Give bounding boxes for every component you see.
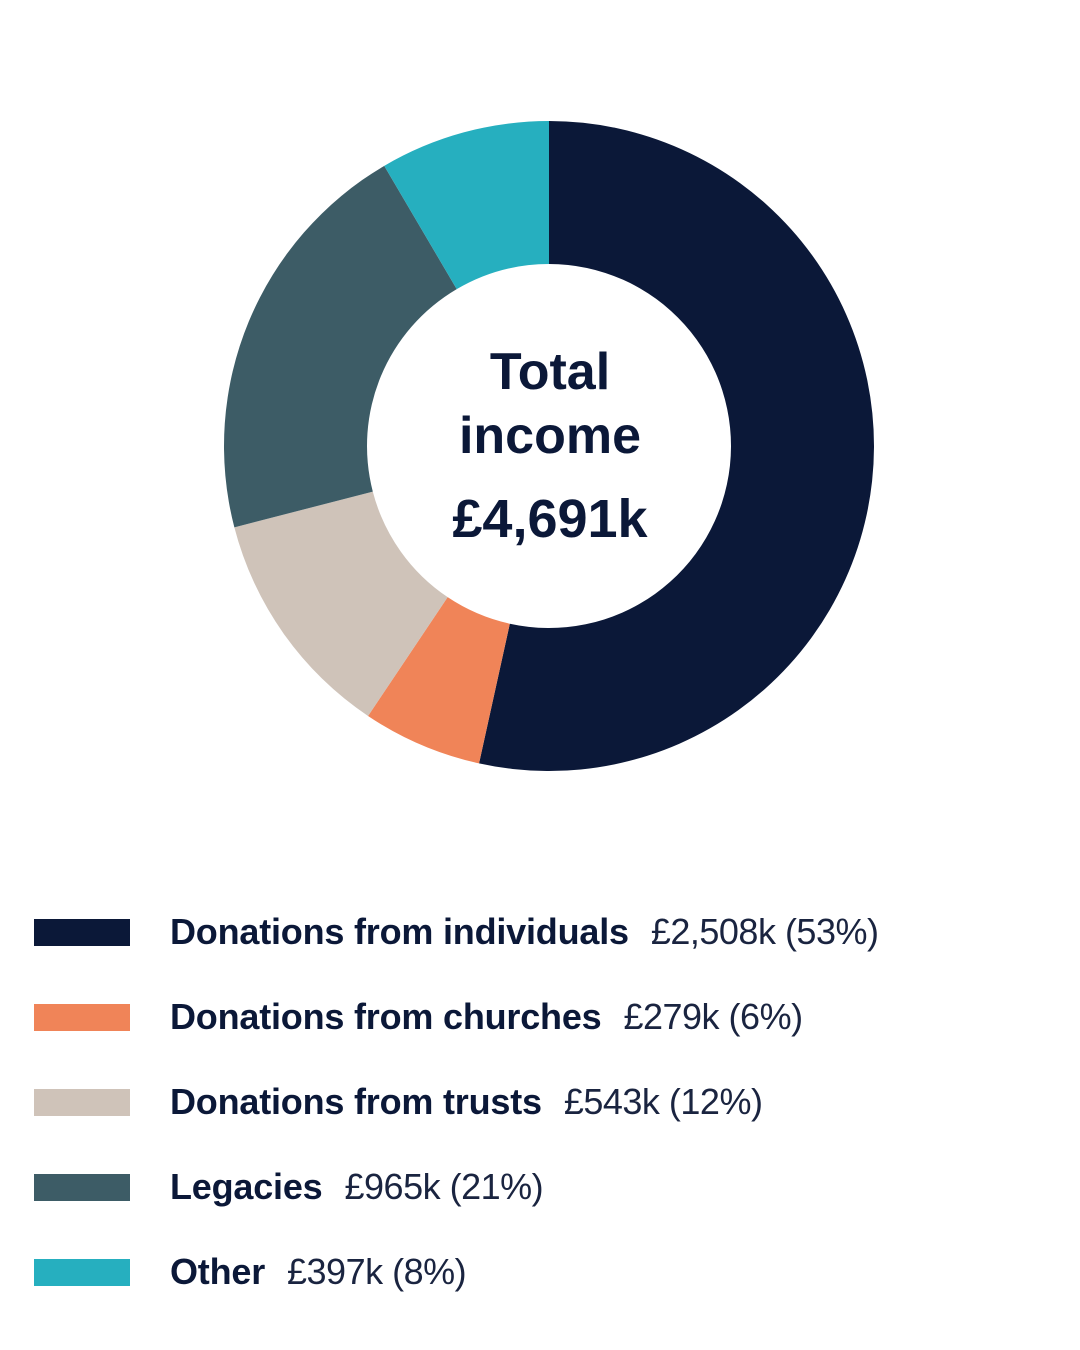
legend-label-trusts: Donations from trusts <box>170 1081 542 1122</box>
legend-label-individuals: Donations from individuals <box>170 911 629 952</box>
legend-value-individuals: £2,508k (53%) <box>650 911 879 952</box>
donut-chart <box>224 121 874 771</box>
legend: Donations from individuals £2,508k (53%)… <box>34 902 1054 1327</box>
donut-slice-other <box>384 121 549 290</box>
legend-item-trusts: Donations from trusts £543k (12%) <box>34 1072 1054 1132</box>
legend-item-other: Other £397k (8%) <box>34 1242 1054 1302</box>
legend-item-churches: Donations from churches £279k (6%) <box>34 987 1054 1047</box>
legend-value-trusts: £543k (12%) <box>563 1081 763 1122</box>
legend-swatch-churches <box>34 1003 130 1031</box>
center-title-line-1: Total <box>489 343 611 401</box>
legend-swatch-trusts <box>34 1088 130 1116</box>
center-total-value: £4,691k <box>452 489 648 549</box>
legend-label-other: Other <box>170 1251 266 1292</box>
legend-swatch-legacies <box>34 1173 130 1201</box>
legend-label-churches: Donations from churches <box>170 996 602 1037</box>
legend-swatch-other <box>34 1258 130 1286</box>
legend-value-legacies: £965k (21%) <box>344 1166 544 1207</box>
legend-item-legacies: Legacies £965k (21%) <box>34 1157 1054 1217</box>
legend-label-legacies: Legacies <box>170 1166 323 1207</box>
legend-item-individuals: Donations from individuals £2,508k (53%) <box>34 902 1054 962</box>
legend-value-other: £397k (8%) <box>287 1251 467 1292</box>
donut-slice-donations-from-trusts <box>234 491 448 716</box>
donut-slice-donations-from-churches <box>368 597 510 764</box>
legend-swatch-individuals <box>34 918 130 946</box>
donut-slice-legacies <box>224 165 457 528</box>
legend-value-churches: £279k (6%) <box>623 996 803 1037</box>
donut-slices <box>224 121 874 771</box>
center-title-line-2: income <box>458 407 642 465</box>
donut-slice-donations-from-individuals <box>479 121 874 771</box>
